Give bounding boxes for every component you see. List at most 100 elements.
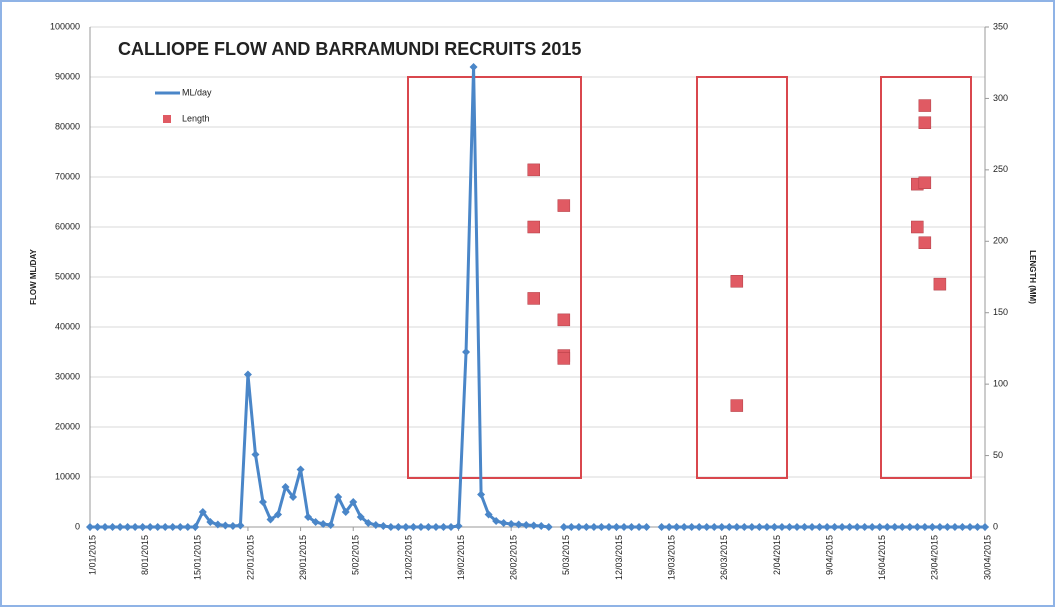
chart-title: CALLIOPE FLOW AND BARRAMUNDI RECRUITS 20… <box>118 39 581 59</box>
flow-marker <box>860 523 869 531</box>
x-tick-label: 22/01/2015 <box>245 535 255 580</box>
y-tick-label: 90000 <box>55 71 80 81</box>
flow-marker <box>176 523 185 531</box>
flow-marker <box>950 523 959 531</box>
length-point <box>911 220 924 234</box>
flow-marker <box>845 523 854 531</box>
flow-marker <box>582 523 591 531</box>
flow-marker <box>732 523 741 531</box>
highlight-box <box>407 76 582 479</box>
flow-marker <box>740 523 749 531</box>
flow-marker <box>183 523 192 531</box>
flow-marker <box>258 498 267 506</box>
flow-marker <box>416 523 425 531</box>
flow-marker <box>702 523 711 531</box>
flow-marker <box>198 508 207 516</box>
length-point <box>527 163 540 177</box>
x-tick-label: 19/03/2015 <box>666 535 676 580</box>
flow-marker <box>680 523 689 531</box>
length-point <box>918 176 932 189</box>
flow-marker <box>108 523 117 531</box>
flow-marker <box>379 522 388 530</box>
length-point <box>527 292 540 305</box>
flow-marker <box>334 493 343 501</box>
flow-marker <box>484 510 493 519</box>
flow-marker <box>687 523 696 531</box>
flow-marker <box>213 520 222 529</box>
flow-marker <box>559 523 568 531</box>
flow-marker <box>123 523 132 531</box>
flow-marker <box>958 523 967 531</box>
flow-marker <box>890 523 899 531</box>
flow-marker <box>898 523 907 531</box>
flow-marker <box>364 519 373 527</box>
flow-marker <box>153 523 162 531</box>
length-point <box>918 99 932 112</box>
flow-marker <box>447 523 456 531</box>
y-tick-label: 100000 <box>50 21 80 31</box>
flow-marker <box>973 523 982 531</box>
x-tick-label: 5/03/2015 <box>561 535 571 575</box>
flow-marker <box>935 523 944 531</box>
flow-marker <box>251 450 260 459</box>
flow-marker <box>146 523 155 531</box>
flow-marker <box>522 521 531 529</box>
flow-marker <box>507 520 516 528</box>
flow-marker <box>499 519 508 527</box>
flow-marker <box>86 523 94 531</box>
flow-marker <box>777 523 786 531</box>
flow-marker <box>905 523 914 531</box>
flow-marker <box>747 523 756 531</box>
x-tick-label: 12/02/2015 <box>403 535 413 580</box>
flow-marker <box>371 521 380 529</box>
legend-label: ML/day <box>182 87 212 97</box>
y2-tick-label: 0 <box>993 521 998 531</box>
flow-marker <box>349 498 358 506</box>
flow-marker <box>514 520 523 529</box>
flow-marker <box>243 370 252 379</box>
length-point <box>933 277 947 291</box>
flow-marker <box>597 523 606 531</box>
y2-tick-label: 250 <box>993 164 1008 174</box>
flow-marker <box>928 523 937 531</box>
flow-marker <box>424 523 433 531</box>
flow-marker <box>657 523 666 531</box>
flow-marker <box>409 523 418 531</box>
flow-marker <box>710 523 719 531</box>
flow-marker <box>755 523 764 531</box>
flow-marker <box>853 523 862 531</box>
flow-marker <box>206 518 215 526</box>
flow-marker <box>913 523 922 531</box>
length-point <box>557 199 571 212</box>
length-point <box>527 220 540 234</box>
flow-marker <box>462 348 471 356</box>
x-tick-label: 9/04/2015 <box>824 535 834 575</box>
x-tick-label: 1/01/2015 <box>87 535 97 575</box>
flow-marker <box>823 523 832 531</box>
flow-marker <box>161 523 170 531</box>
flow-marker <box>281 483 290 491</box>
length-point <box>918 116 932 129</box>
flow-marker <box>808 523 817 531</box>
flow-marker <box>356 513 365 521</box>
flow-marker <box>116 523 125 531</box>
y-tick-label: 20000 <box>55 421 80 431</box>
flow-marker <box>792 523 801 531</box>
flow-marker <box>627 523 636 531</box>
flow-marker <box>401 523 410 531</box>
flow-marker <box>589 523 598 531</box>
flow-marker <box>770 523 779 531</box>
length-point <box>730 275 744 288</box>
flow-marker <box>544 523 553 531</box>
flow-marker <box>311 518 320 526</box>
x-tick-label: 2/04/2015 <box>772 535 782 575</box>
flow-marker <box>469 63 478 71</box>
x-tick-label: 23/04/2015 <box>930 535 940 580</box>
flow-marker <box>386 523 395 531</box>
x-tick-label: 16/04/2015 <box>877 535 887 580</box>
highlight-box <box>880 76 972 479</box>
length-point <box>557 313 571 327</box>
flow-marker <box>304 513 313 521</box>
